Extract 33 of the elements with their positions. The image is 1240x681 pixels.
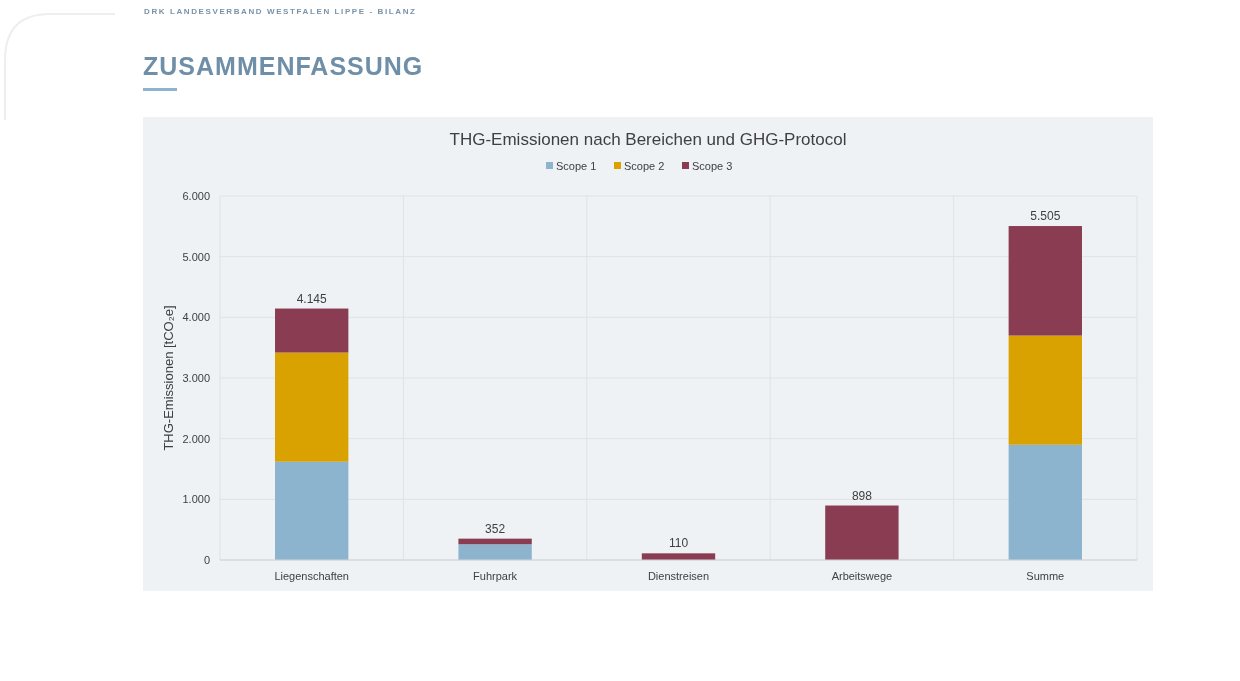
y-axis-title: THG-Emissionen [tCO₂e] [161,305,176,451]
total-label: 898 [851,488,873,503]
bar [1008,444,1082,560]
x-tick-label: Dienstreisen [647,570,710,582]
y-tick-label: 2.000 [182,432,210,445]
legend-label: Scope 2 [624,160,665,172]
y-tick-label: 0 [203,554,210,566]
bar [1008,335,1082,445]
y-tick-label: 4.000 [182,311,210,324]
y-tick-label: 6.000 [182,190,210,202]
bar [458,538,532,545]
total-label: 4.145 [296,291,328,306]
total-label: 5.505 [1030,209,1061,224]
bar [825,505,899,560]
bar [1008,226,1082,336]
text: DRK LANDESVERBAND WESTFALEN LIPPE - BILANZ [144,7,417,16]
total-label: 110 [668,536,689,551]
legend-label: Scope 1 [556,160,597,172]
total-label: 352 [485,521,506,536]
y-tick-label: 3.000 [182,372,210,384]
legend-label: Scope 3 [692,160,733,172]
chart-title: THG-Emissionen nach Bereichen und GHG-Protocol [449,130,847,149]
x-tick-label: Summe [1026,570,1065,582]
text: ZUSAMMENFASSUNG [143,52,424,80]
bar [275,352,349,462]
x-tick-label: Fuhrpark [473,570,518,582]
x-tick-label: Arbeitswege [831,570,893,582]
y-tick-label: 5.000 [182,250,210,263]
bar [458,544,532,560]
x-tick-label: Liegenschaften [274,570,350,582]
bar [275,308,349,353]
y-tick-label: 1.000 [182,493,210,506]
bar [275,461,349,560]
